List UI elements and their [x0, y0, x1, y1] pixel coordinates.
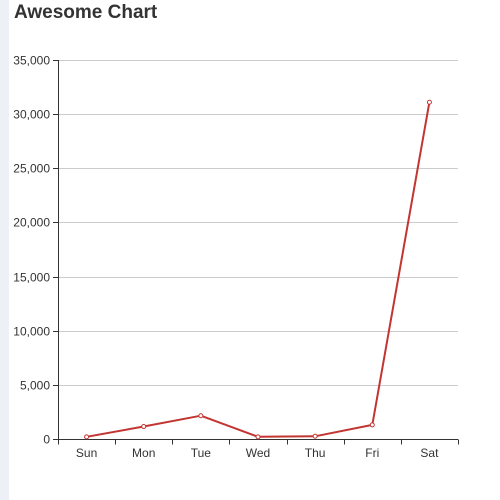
data-point[interactable] — [198, 413, 204, 419]
data-point[interactable] — [255, 434, 261, 440]
y-tick-label: 0 — [43, 433, 50, 447]
y-tick-label: 35,000 — [13, 54, 50, 68]
y-tick-label: 30,000 — [13, 108, 50, 122]
x-tick-label: Tue — [191, 446, 212, 460]
y-tick-label: 15,000 — [13, 271, 50, 285]
x-tick-label: Sun — [76, 446, 97, 460]
chart-title: Awesome Chart — [14, 2, 158, 23]
data-point[interactable] — [426, 99, 432, 105]
series-line — [86, 102, 431, 438]
x-tick-label: Thu — [305, 446, 326, 460]
y-tick-label: 5,000 — [20, 379, 50, 393]
y-axis: 0 5,000 10,000 15,000 20,000 25,000 30,000 35,0… — [13, 54, 59, 447]
x-tick-label: Sat — [420, 446, 439, 460]
x-tick-label: Fri — [365, 446, 379, 460]
x-tick-label: Wed — [246, 446, 270, 460]
left-edge-strip — [0, 0, 9, 500]
series-group — [84, 99, 432, 440]
data-point[interactable] — [141, 424, 147, 430]
x-axis: Sun Mon Tue Wed Thu Fri Sat — [58, 439, 459, 460]
y-tick-label: 25,000 — [13, 162, 50, 176]
data-point[interactable] — [312, 433, 318, 439]
grid-lines — [58, 60, 458, 386]
y-tick-label: 20,000 — [13, 216, 50, 230]
data-point[interactable] — [369, 422, 375, 428]
x-tick-label: Mon — [132, 446, 155, 460]
data-point[interactable] — [84, 434, 90, 440]
y-tick-label: 10,000 — [13, 325, 50, 339]
